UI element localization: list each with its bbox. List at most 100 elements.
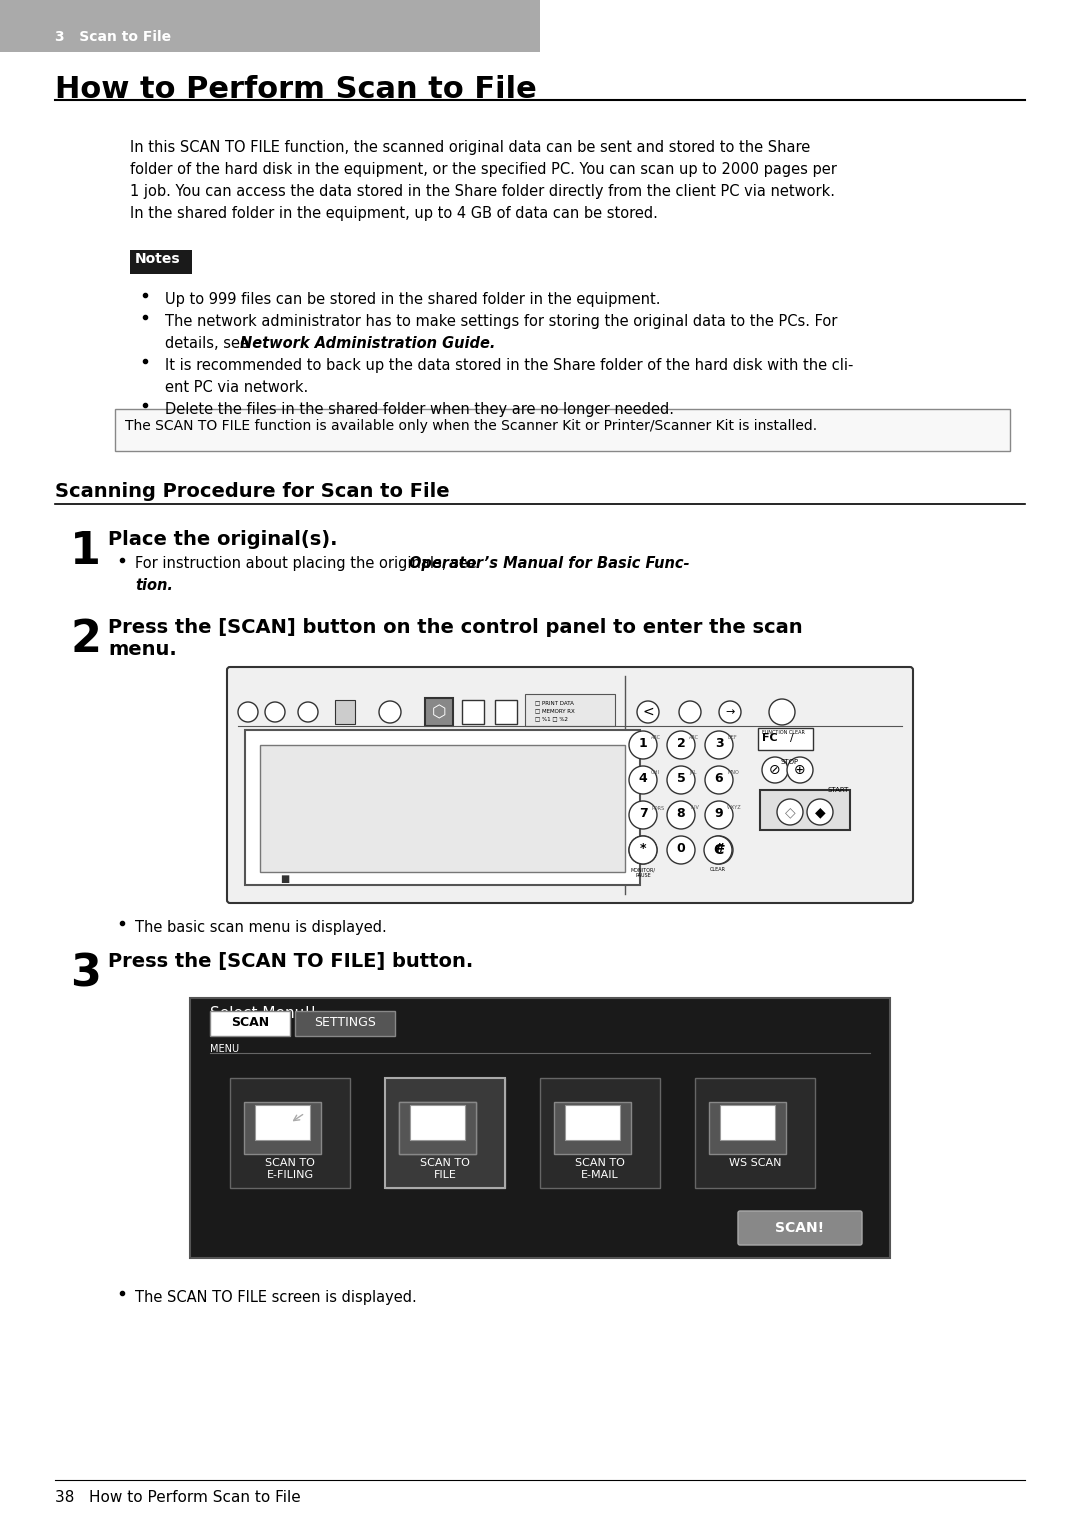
Text: □ PRINT DATA: □ PRINT DATA (535, 700, 573, 705)
Text: SCAN: SCAN (231, 1016, 269, 1030)
Text: SCAN: SCAN (440, 678, 457, 682)
Text: The SCAN TO FILE screen is displayed.: The SCAN TO FILE screen is displayed. (135, 1289, 417, 1305)
Bar (540, 1077, 660, 1189)
Text: →: → (726, 707, 734, 717)
Text: It is recommended to back up the data stored in the Share folder of the hard dis: It is recommended to back up the data st… (165, 359, 853, 372)
Text: ◇: ◇ (785, 806, 795, 819)
Text: Delete the files in the shared folder when they are no longer needed.: Delete the files in the shared folder wh… (165, 401, 674, 417)
Text: Place the original(s).: Place the original(s). (108, 530, 337, 549)
Circle shape (705, 731, 733, 758)
Circle shape (704, 836, 732, 864)
Circle shape (769, 699, 795, 725)
FancyBboxPatch shape (227, 667, 913, 903)
Text: SCAN TO
E-MAIL: SCAN TO E-MAIL (575, 1158, 625, 1180)
Circle shape (787, 757, 813, 783)
Text: Select Menu!!: Select Menu!! (210, 1006, 316, 1021)
Text: 38   How to Perform Scan to File: 38 How to Perform Scan to File (55, 1489, 300, 1505)
Text: INTERRUPT: INTERRUPT (622, 678, 658, 682)
Circle shape (807, 800, 833, 826)
Text: □ MEMORY RX: □ MEMORY RX (535, 708, 575, 713)
Bar (426, 697, 453, 726)
Bar (384, 1077, 505, 1189)
FancyBboxPatch shape (114, 409, 1010, 452)
Text: 9: 9 (715, 807, 724, 819)
Circle shape (298, 702, 318, 722)
Text: menu.: menu. (108, 639, 177, 659)
Bar (260, 745, 625, 871)
FancyBboxPatch shape (554, 1102, 631, 1154)
FancyBboxPatch shape (708, 1102, 786, 1154)
Text: 2: 2 (70, 618, 102, 661)
Bar (210, 1012, 291, 1036)
Circle shape (719, 700, 741, 723)
Text: SCAN!: SCAN! (775, 1221, 824, 1235)
Text: FUNCTION CLEAR: FUNCTION CLEAR (762, 729, 805, 736)
Text: DEF: DEF (727, 736, 737, 740)
Text: MENU: MENU (210, 1044, 239, 1054)
Text: 3: 3 (715, 737, 724, 749)
Text: FAX: FAX (524, 678, 536, 682)
Text: tion.: tion. (135, 578, 173, 594)
Text: ABC: ABC (689, 736, 699, 740)
Text: *: * (639, 841, 646, 855)
Text: The network administrator has to make settings for storing the original data to : The network administrator has to make se… (165, 314, 837, 330)
Bar (335, 700, 355, 723)
Text: ◆: ◆ (814, 806, 825, 819)
Bar (255, 1105, 310, 1140)
Text: MONITOR/: MONITOR/ (631, 867, 656, 871)
Text: TEMPLATE: TEMPLATE (292, 678, 324, 682)
Text: ■: ■ (280, 874, 289, 884)
Text: SETTINGS: SETTINGS (314, 1016, 376, 1030)
Text: WS SCAN: WS SCAN (729, 1158, 781, 1167)
Bar (295, 1012, 395, 1036)
Text: 4: 4 (638, 772, 647, 784)
Circle shape (705, 766, 733, 794)
Bar (696, 1077, 815, 1189)
Text: ⬡: ⬡ (432, 703, 446, 720)
Text: The basic scan menu is displayed.: The basic scan menu is displayed. (135, 920, 387, 935)
Text: STOP: STOP (781, 758, 799, 765)
Text: C: C (713, 842, 724, 858)
Circle shape (265, 702, 285, 722)
Text: USER
FUNCTIONS: USER FUNCTIONS (254, 671, 291, 682)
Text: e-FILING: e-FILING (387, 678, 414, 682)
Text: Press the [SCAN] button on the control panel to enter the scan: Press the [SCAN] button on the control p… (108, 618, 802, 636)
Text: ENERGY
SAVER: ENERGY SAVER (778, 671, 802, 682)
Text: ABC: ABC (651, 736, 661, 740)
Text: 7: 7 (638, 807, 647, 819)
Bar (410, 1105, 465, 1140)
Text: In the shared folder in the equipment, up to 4 GB of data can be stored.: In the shared folder in the equipment, u… (130, 206, 658, 221)
Text: TUV: TUV (689, 806, 699, 810)
Text: ACCESS: ACCESS (718, 678, 742, 682)
Text: JKL: JKL (689, 771, 697, 775)
Circle shape (667, 836, 696, 864)
Circle shape (667, 766, 696, 794)
Bar (410, 1105, 465, 1140)
Circle shape (238, 702, 258, 722)
Bar (758, 728, 813, 749)
Circle shape (705, 801, 733, 829)
Text: 0: 0 (677, 841, 686, 855)
Bar (245, 729, 640, 885)
Text: 3   Scan to File: 3 Scan to File (55, 31, 171, 44)
Text: EXTENSION: EXTENSION (340, 678, 376, 682)
Text: ⊘: ⊘ (769, 763, 781, 777)
Bar (565, 1105, 620, 1140)
Text: Operator’s Manual for Basic Func-: Operator’s Manual for Basic Func- (409, 555, 690, 571)
Text: Notes: Notes (135, 252, 180, 266)
Circle shape (777, 800, 804, 826)
Text: 8: 8 (677, 807, 686, 819)
Bar (760, 790, 850, 830)
Text: ent PC via network.: ent PC via network. (165, 380, 308, 395)
Text: GHI: GHI (651, 771, 660, 775)
Bar (230, 1077, 350, 1189)
Text: 1 job. You can access the data stored in the Share folder directly from the clie: 1 job. You can access the data stored in… (130, 185, 835, 198)
Text: The SCAN TO FILE function is available only when the Scanner Kit or Printer/Scan: The SCAN TO FILE function is available o… (125, 420, 818, 433)
Bar (720, 1105, 775, 1140)
Text: JOB STATUS: JOB STATUS (662, 678, 698, 682)
Text: PAUSE: PAUSE (635, 873, 651, 877)
FancyBboxPatch shape (399, 1102, 476, 1154)
Text: <: < (643, 705, 653, 719)
Text: 1: 1 (70, 530, 102, 572)
Text: SCAN TO
E-FILING: SCAN TO E-FILING (265, 1158, 315, 1180)
